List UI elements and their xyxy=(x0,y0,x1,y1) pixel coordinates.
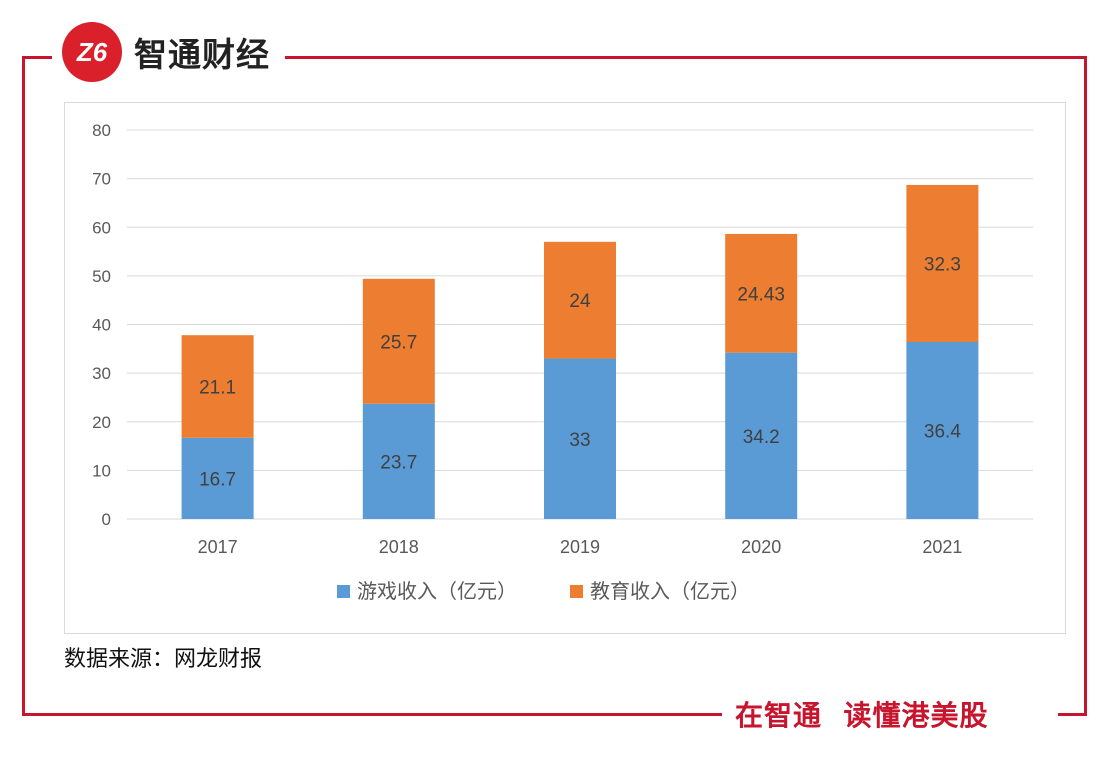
frame-top-right xyxy=(285,56,1087,59)
data-label: 32.3 xyxy=(924,254,961,275)
stacked-bar-chart: 0 10 20 30 40 50 60 70 80 16.7 21.1 2017 23.7 25.7 201… xyxy=(92,121,1033,603)
brand-logo-icon: Z6 xyxy=(62,22,122,82)
y-tick-label: 40 xyxy=(92,316,111,335)
chart-container: 0 10 20 30 40 50 60 70 80 16.7 21.1 2017 23.7 25.7 201… xyxy=(64,102,1066,634)
x-tick-label: 2019 xyxy=(560,537,600,557)
frame-bottom-left xyxy=(22,713,722,716)
bar-education xyxy=(181,335,254,438)
data-label: 36.4 xyxy=(924,422,961,443)
data-label: 21.1 xyxy=(199,377,236,398)
x-tick-label: 2020 xyxy=(741,537,781,557)
data-label: 24.43 xyxy=(737,284,785,305)
legend-swatch xyxy=(570,585,583,598)
y-tick-label: 80 xyxy=(92,121,111,140)
frame-top-left xyxy=(22,56,52,59)
data-label: 33 xyxy=(569,430,590,451)
bar-education xyxy=(544,241,616,359)
y-tick-label: 60 xyxy=(92,218,111,237)
brand-name: 智通财经 xyxy=(134,35,270,74)
y-tick-label: 30 xyxy=(92,364,111,383)
data-label: 23.7 xyxy=(380,452,417,473)
frame-right xyxy=(1084,56,1087,716)
brand-logo-mark: Z6 xyxy=(76,37,108,67)
data-label: 25.7 xyxy=(380,332,417,353)
y-tick-label: 20 xyxy=(92,413,111,432)
legend-label: 教育收入（亿元） xyxy=(590,580,750,603)
x-tick-label: 2018 xyxy=(379,537,419,557)
data-label: 24 xyxy=(569,291,591,312)
bar-game xyxy=(906,342,979,519)
legend-label: 游戏收入（亿元） xyxy=(357,580,517,603)
data-label: 34.2 xyxy=(743,427,780,448)
bar-game xyxy=(362,403,435,519)
frame-bottom-right xyxy=(1058,713,1087,716)
data-source: 数据来源：网龙财报 xyxy=(64,647,263,672)
brand-logo: Z6 智通财经 xyxy=(62,20,270,84)
brand-logo-glyph: Z6 xyxy=(76,37,108,67)
slogan: 在智通 读懂港美股 xyxy=(727,694,997,734)
bar-education xyxy=(725,233,798,353)
data-label: 16.7 xyxy=(199,469,236,490)
y-tick-label: 50 xyxy=(92,267,111,286)
y-tick-label: 70 xyxy=(92,170,111,189)
bar-game xyxy=(544,358,616,519)
bar-education xyxy=(362,278,435,404)
bar-education xyxy=(906,184,979,343)
x-tick-label: 2021 xyxy=(922,537,962,557)
legend-swatch xyxy=(337,585,350,598)
bar-game xyxy=(181,437,254,519)
x-tick-label: 2017 xyxy=(198,537,238,557)
bar-game xyxy=(725,352,798,519)
y-tick-label: 0 xyxy=(102,510,111,529)
frame-left xyxy=(22,56,25,716)
y-tick-label: 10 xyxy=(92,461,111,480)
